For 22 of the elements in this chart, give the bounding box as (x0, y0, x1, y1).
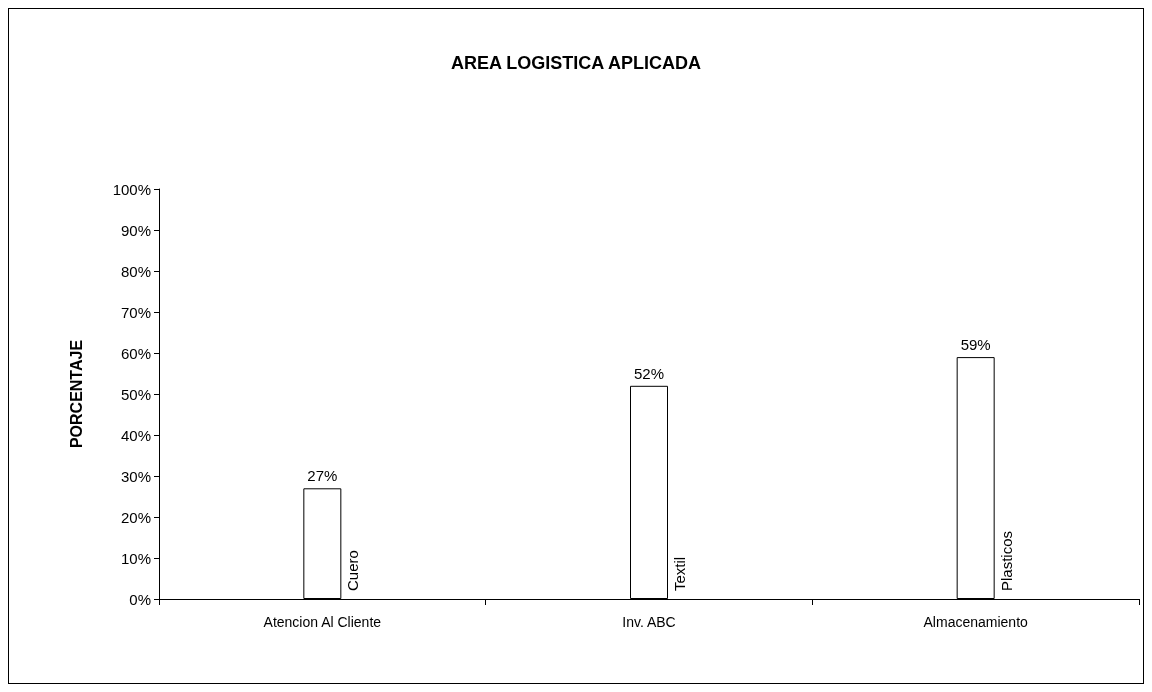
annotation: Cuero (344, 550, 362, 591)
annotation: Plasticos (997, 530, 1015, 591)
y-tick-label: 40% (120, 426, 151, 444)
y-tick-label: 0% (129, 590, 151, 608)
chart-title: AREA LOGISTICA APLICADA (451, 53, 701, 73)
y-tick-label: 20% (120, 508, 151, 526)
y-tick-label: 10% (120, 549, 151, 567)
data-label: 27% (307, 467, 338, 485)
data-label: 59% (960, 336, 991, 354)
y-tick-label: 70% (120, 303, 151, 321)
y-tick-label: 30% (120, 467, 151, 485)
y-tick-label: 80% (120, 262, 151, 280)
y-tick-label: 60% (120, 344, 151, 362)
x-tick-label: Almacenamiento (923, 614, 1029, 630)
y-axis-title: PORCENTAJE (67, 339, 85, 449)
annotation: Textil (671, 556, 688, 591)
y-tick-label: 90% (120, 221, 151, 239)
y-tick-label: 100% (112, 180, 151, 198)
x-tick-label: Inv. ABC (622, 614, 676, 630)
data-label: 52% (633, 364, 665, 382)
y-tick-label: 50% (120, 385, 151, 403)
x-tick-label: Atencion Al Cliente (263, 614, 382, 630)
